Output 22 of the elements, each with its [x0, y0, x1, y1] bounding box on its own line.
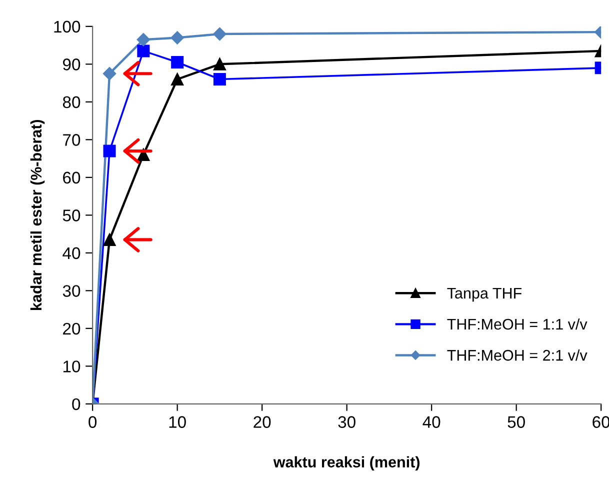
y-tick-label: 70 — [63, 134, 80, 146]
legend-label: THF:MeOH = 2:1 v/v — [447, 349, 588, 361]
x-tick-label: 30 — [338, 416, 356, 428]
y-tick-label: 20 — [63, 322, 80, 335]
x-tick-label: 50 — [508, 416, 525, 428]
y-tick-label: 80 — [62, 96, 80, 108]
y-tick-label: 50 — [62, 210, 80, 222]
y-tick-label: 40 — [62, 247, 80, 260]
x-tick-label: 10 — [169, 416, 186, 428]
legend-label: THF:MeOH = 1:1 v/v — [447, 318, 588, 330]
y-tick-label: 90 — [63, 58, 80, 70]
legend-label: Tanpa THF — [447, 288, 522, 302]
x-tick-label: 20 — [254, 416, 271, 428]
x-tick-label: 40 — [422, 416, 440, 428]
y-tick-label: 100 — [54, 20, 80, 33]
x-axis-title: waktu reaksi (menit) — [273, 456, 420, 470]
y-tick-label: 30 — [62, 285, 80, 297]
y-tick-label: 60 — [63, 172, 80, 184]
y-tick-label: 10 — [63, 360, 80, 372]
x-tick-label: 0 — [88, 416, 97, 428]
y-tick-label: 0 — [72, 398, 80, 410]
y-axis-title: kadar metil ester (%-berat) — [30, 120, 45, 310]
